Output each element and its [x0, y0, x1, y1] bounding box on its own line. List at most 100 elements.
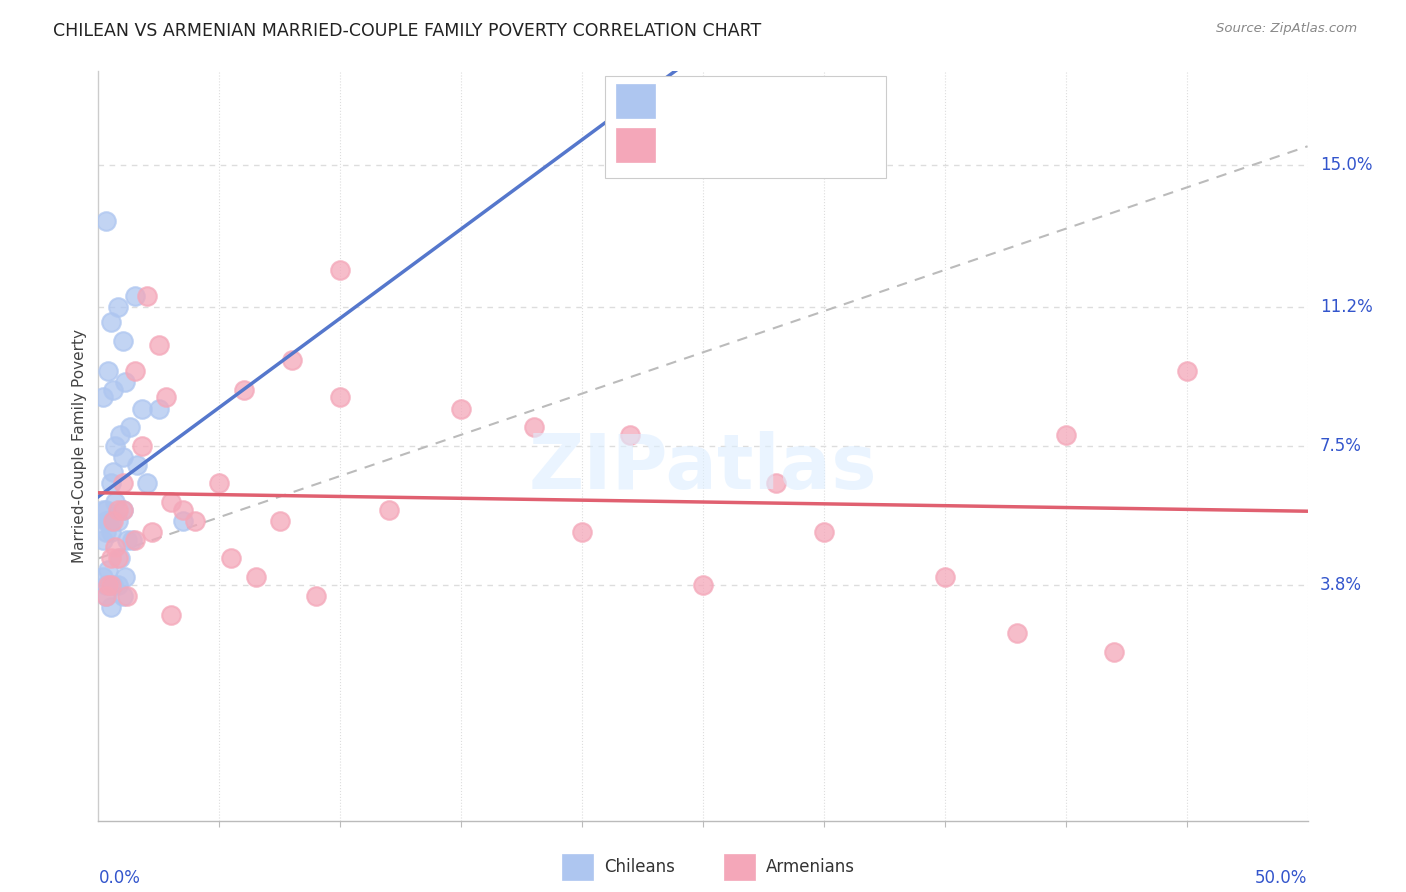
Point: [97, 514, 120, 528]
Point: [91, 533, 114, 547]
Point: [107, 551, 129, 566]
Point: [281, 352, 304, 367]
Point: [121, 533, 143, 547]
Text: 15.0%: 15.0%: [1320, 156, 1372, 174]
Point: [184, 514, 207, 528]
Point: [765, 476, 787, 491]
Y-axis label: Married-Couple Family Poverty: Married-Couple Family Poverty: [72, 329, 87, 563]
Point: [155, 390, 177, 404]
Point: [1007, 626, 1029, 640]
Point: [97, 514, 120, 528]
Point: [523, 420, 546, 434]
Point: [269, 514, 291, 528]
Point: [377, 502, 399, 516]
Text: 0.320: 0.320: [700, 136, 762, 155]
Point: [107, 577, 129, 591]
Point: [329, 263, 352, 277]
Point: [571, 525, 593, 540]
Text: 50.0%: 50.0%: [1256, 870, 1308, 888]
Point: [124, 289, 146, 303]
Point: [111, 589, 134, 603]
Point: [107, 502, 129, 516]
Point: [329, 390, 352, 404]
Text: Source: ZipAtlas.com: Source: ZipAtlas.com: [1216, 22, 1357, 36]
Point: [94, 525, 117, 540]
Text: N =: N =: [763, 91, 807, 111]
Point: [100, 315, 122, 329]
Point: [232, 383, 254, 397]
Point: [124, 533, 146, 547]
Point: [100, 600, 122, 615]
Point: [160, 495, 183, 509]
Point: [101, 383, 124, 397]
Point: [94, 214, 117, 228]
Point: [94, 577, 117, 591]
Point: [111, 334, 134, 348]
Point: [91, 502, 114, 516]
Text: 44: 44: [799, 91, 825, 111]
Point: [97, 364, 120, 378]
Point: [172, 514, 194, 528]
Point: [148, 338, 170, 352]
Text: 7.5%: 7.5%: [1320, 437, 1361, 455]
Point: [108, 427, 131, 442]
Point: [97, 577, 120, 591]
Point: [208, 476, 231, 491]
Text: N =: N =: [763, 136, 807, 155]
Point: [94, 589, 117, 603]
Point: [100, 476, 122, 491]
Point: [100, 577, 122, 591]
Point: [172, 502, 194, 516]
Point: [135, 289, 157, 303]
Text: R =: R =: [665, 136, 707, 155]
Point: [94, 502, 117, 516]
Point: [117, 589, 139, 603]
Point: [91, 570, 114, 584]
Point: [450, 401, 472, 416]
Point: [934, 570, 956, 584]
Point: [111, 450, 134, 465]
Point: [100, 525, 122, 540]
Point: [114, 570, 136, 584]
Point: [104, 540, 127, 554]
Point: [221, 551, 243, 566]
Text: R =: R =: [665, 91, 707, 111]
Point: [305, 589, 328, 603]
Point: [100, 514, 122, 528]
Point: [1175, 364, 1198, 378]
Point: [101, 465, 124, 479]
Point: [124, 364, 146, 378]
Point: [118, 420, 141, 434]
Point: [148, 401, 170, 416]
Point: [91, 390, 114, 404]
Text: 0.261: 0.261: [700, 91, 762, 111]
Point: [141, 525, 163, 540]
Point: [107, 514, 129, 528]
Point: [117, 533, 139, 547]
Point: [114, 376, 136, 390]
Point: [94, 514, 117, 528]
Point: [692, 577, 714, 591]
Point: [107, 301, 129, 315]
Point: [100, 551, 122, 566]
Point: [619, 427, 641, 442]
Point: [101, 514, 124, 528]
Text: 11.2%: 11.2%: [1320, 299, 1372, 317]
Point: [131, 401, 153, 416]
Point: [245, 570, 267, 584]
Text: 3.8%: 3.8%: [1320, 575, 1361, 593]
Point: [101, 577, 124, 591]
Point: [1054, 427, 1077, 442]
Point: [108, 551, 131, 566]
Text: 44: 44: [799, 136, 825, 155]
Point: [111, 502, 134, 516]
Point: [111, 502, 134, 516]
Text: 0.0%: 0.0%: [98, 870, 141, 888]
Point: [813, 525, 835, 540]
Point: [1102, 645, 1125, 659]
Point: [104, 495, 127, 509]
Text: Armenians: Armenians: [766, 858, 855, 876]
Text: Chileans: Chileans: [605, 858, 675, 876]
Point: [160, 607, 183, 622]
Text: CHILEAN VS ARMENIAN MARRIED-COUPLE FAMILY POVERTY CORRELATION CHART: CHILEAN VS ARMENIAN MARRIED-COUPLE FAMIL…: [53, 22, 762, 40]
